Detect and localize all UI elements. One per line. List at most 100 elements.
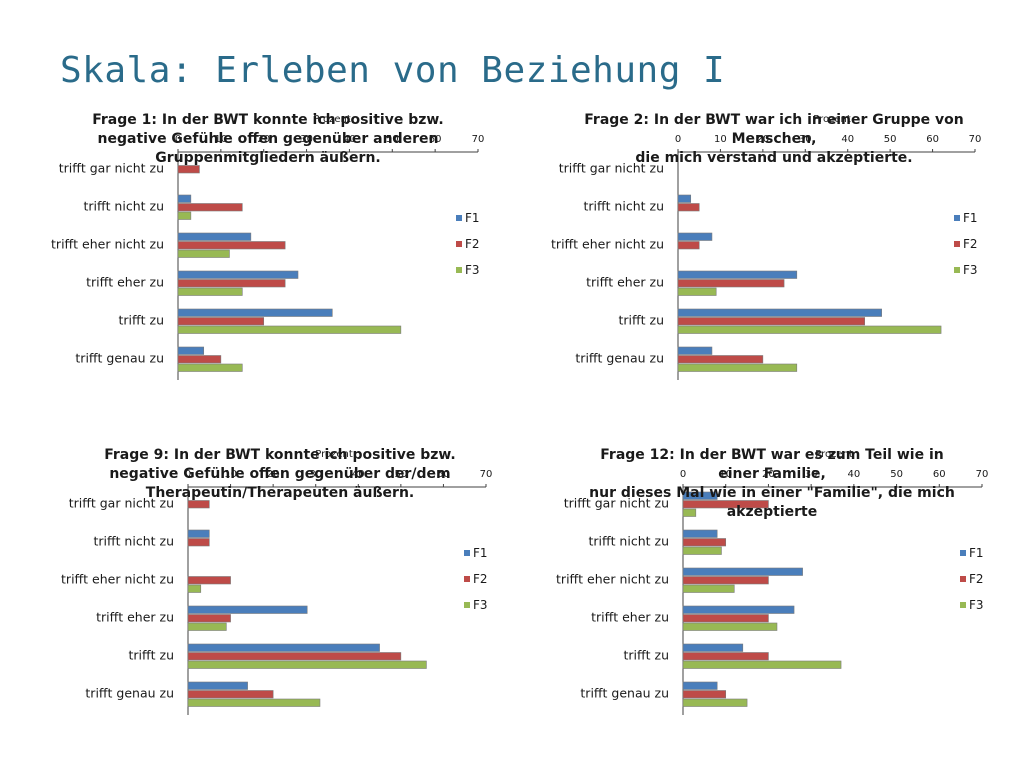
tick-label: 10 — [719, 469, 732, 480]
tick-label: 10 — [214, 134, 227, 145]
legend-swatch — [954, 267, 960, 273]
tick-label: 50 — [386, 134, 399, 145]
category-label: trifft eher zu — [586, 274, 664, 289]
tick-label: 20 — [762, 469, 775, 480]
bar-f1 — [682, 529, 718, 538]
tick-label: 30 — [805, 469, 818, 480]
category-label: trifft eher zu — [96, 609, 174, 624]
x-axis-label: Prozent — [315, 449, 353, 460]
bar-f2 — [177, 279, 286, 288]
legend-label: F2 — [969, 572, 984, 586]
tick-label: 60 — [933, 469, 946, 480]
bar-f2 — [682, 500, 769, 509]
chart-title-line: Frage 9: In der BWT konnte ich positive … — [104, 447, 456, 463]
legend-swatch — [464, 550, 470, 556]
bar-f3 — [682, 546, 722, 555]
chart-frage-12: 0 10 20 30 40 50 60 70 Prozent trifft gar nicht z… — [556, 447, 988, 715]
slide-title: Skala: Erleben von Beziehung I — [60, 50, 726, 91]
chart-title-line: die mich verstand und akzeptierte. — [635, 150, 912, 166]
tick-label: 10 — [224, 469, 237, 480]
tick-label: 40 — [343, 134, 356, 145]
tick-label: 70 — [969, 134, 982, 145]
bar-f2 — [187, 576, 231, 585]
bar-f3 — [682, 660, 842, 669]
category-label: trifft eher zu — [86, 274, 164, 289]
category-label: trifft nicht zu — [588, 533, 669, 548]
bar-f1 — [187, 643, 380, 652]
category-label: trifft nicht zu — [83, 198, 164, 213]
tick-label: 60 — [437, 469, 450, 480]
bar-f3 — [682, 698, 748, 707]
category-label: trifft nicht zu — [93, 533, 174, 548]
bar-f3 — [682, 508, 697, 517]
bar-f3 — [177, 249, 230, 258]
bar-f3 — [177, 325, 402, 334]
x-axis-label: Prozent — [815, 449, 853, 460]
category-label: trifft zu — [619, 312, 664, 327]
category-label: trifft eher zu — [591, 609, 669, 624]
category-label: trifft gar nicht zu — [59, 160, 164, 175]
bar-f1 — [177, 194, 192, 203]
category-label: trifft gar nicht zu — [69, 495, 174, 510]
tick-label: 30 — [300, 134, 313, 145]
bar-f1 — [177, 270, 299, 279]
category-label: trifft gar nicht zu — [564, 495, 669, 510]
bar-f3 — [187, 584, 202, 593]
bar-f2 — [177, 355, 222, 364]
legend-swatch — [456, 267, 462, 273]
bar-f1 — [187, 681, 248, 690]
tick-label: 40 — [847, 469, 860, 480]
chart-title-line: einer Familie, — [718, 466, 826, 482]
chart-title-line: negative Gefühle offen gegenüber der/dem — [109, 466, 450, 482]
bar-f1 — [682, 605, 795, 614]
bar-f2 — [187, 500, 210, 509]
chart-title-line: akzeptierte — [727, 504, 818, 520]
chart-title-line: negative Gefühle offen gegenüber anderen — [98, 131, 439, 147]
legend-swatch — [456, 215, 462, 221]
category-label: trifft genau zu — [85, 685, 174, 700]
chart-frage-2: 0 10 20 30 40 50 60 70 Prozent trifft gar nicht z… — [551, 112, 981, 380]
bar-f3 — [177, 287, 243, 296]
category-label: trifft genau zu — [575, 350, 664, 365]
tick-label: 20 — [267, 469, 280, 480]
bar-f2 — [187, 614, 231, 623]
bar-f2 — [187, 690, 274, 699]
bar-f2 — [682, 690, 727, 699]
chart-title-line: Gruppenmitgliedern äußern. — [155, 150, 381, 166]
legend-swatch — [960, 602, 966, 608]
tick-label: 0 — [675, 134, 681, 145]
tick-label: 60 — [429, 134, 442, 145]
tick-label: 70 — [480, 469, 493, 480]
category-label: trifft eher nicht zu — [556, 571, 669, 586]
legend-swatch — [960, 550, 966, 556]
category-label: trifft zu — [624, 647, 669, 662]
legend-swatch — [456, 241, 462, 247]
category-label: trifft nicht zu — [583, 198, 664, 213]
tick-label: 0 — [185, 469, 191, 480]
tick-label: 20 — [756, 134, 769, 145]
bar-f2 — [682, 614, 769, 623]
legend-label: F1 — [465, 211, 480, 225]
chart-frage-9: 0 10 20 30 40 50 60 70 Prozent trifft gar nicht z… — [61, 447, 492, 715]
category-label: trifft eher nicht zu — [551, 236, 664, 251]
bar-f3 — [187, 660, 427, 669]
bar-f2 — [187, 652, 402, 661]
legend-label: F3 — [963, 263, 978, 277]
legend-swatch — [464, 602, 470, 608]
bar-f2 — [677, 279, 785, 288]
bar-f3 — [187, 698, 321, 707]
bar-f1 — [177, 346, 205, 355]
tick-label: 10 — [714, 134, 727, 145]
chart-title-line: nur dieses Mal wie in einer "Familie", d… — [589, 485, 955, 501]
tick-label: 70 — [472, 134, 485, 145]
chart-title-line: Menschen, — [732, 131, 817, 147]
category-label: trifft gar nicht zu — [559, 160, 664, 175]
bar-f2 — [177, 165, 200, 174]
chart-title-line: Therapeutin/Therapeuten äußern. — [146, 485, 414, 501]
tick-label: 0 — [680, 469, 686, 480]
tick-label: 20 — [257, 134, 270, 145]
bar-f2 — [682, 538, 727, 547]
tick-label: 50 — [884, 134, 897, 145]
bar-f1 — [677, 194, 692, 203]
chart-title-line: Frage 1: In der BWT konnte ich positive … — [92, 112, 444, 128]
